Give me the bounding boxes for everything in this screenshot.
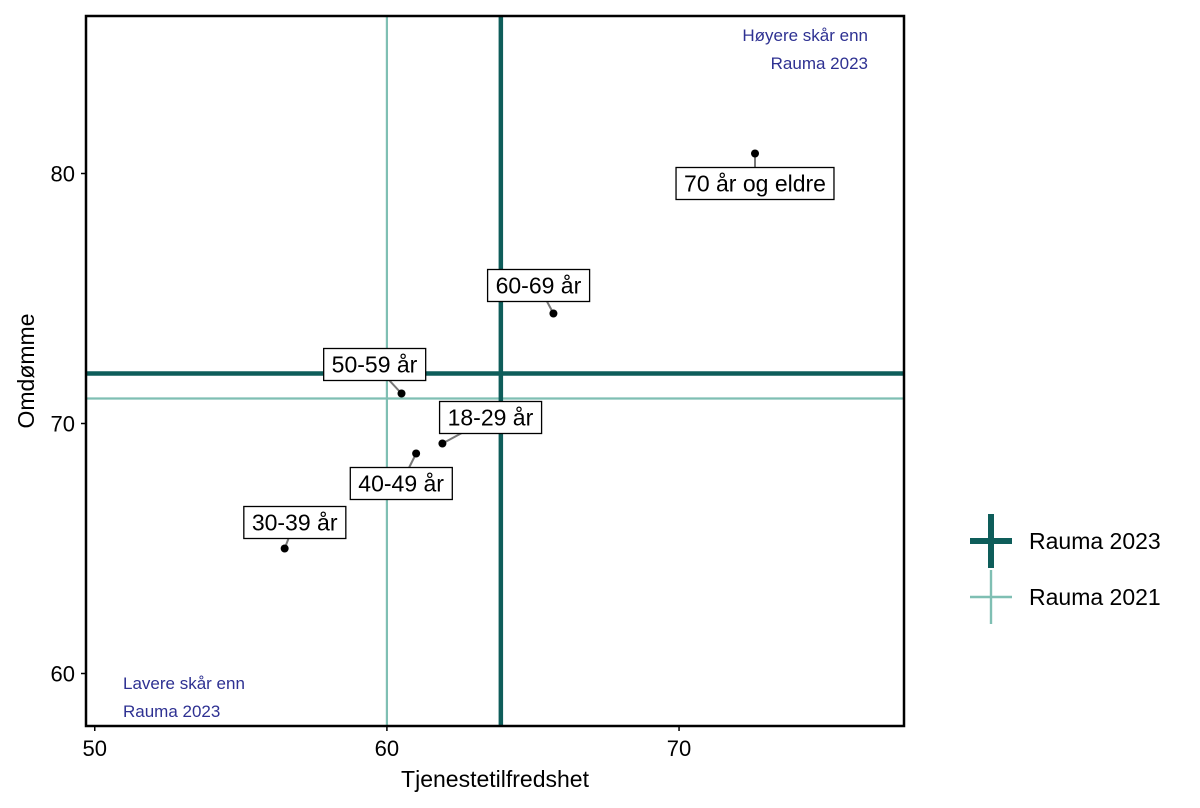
lower-left-annotation: Lavere skår enn: [123, 674, 245, 693]
legend-label: Rauma 2021: [1029, 584, 1161, 610]
y-axis-ticks: 60 70 80: [51, 162, 86, 687]
point-label: 50-59 år: [323, 347, 427, 382]
legend: Rauma 2023 Rauma 2021: [970, 514, 1161, 624]
plot-frame: [84, 14, 906, 728]
upper-right-annotation: Rauma 2023: [771, 54, 868, 73]
upper-right-annotation: Høyere skår enn: [742, 26, 868, 45]
data-point: [438, 439, 447, 448]
legend-item: Rauma 2023: [970, 514, 1161, 568]
label-box: [486, 268, 591, 303]
point-labels: 70 år og eldre 60-69 år 50-59 år 18-29 år 40…: [243, 166, 835, 540]
label-text: 70 år og eldre: [684, 171, 826, 197]
corner-annotations: Høyere skår enn Rauma 2023 Lavere skår enn…: [123, 26, 868, 721]
data-point: [751, 149, 760, 158]
legend-item: Rauma 2021: [970, 570, 1161, 624]
x-tick-label: 70: [667, 736, 691, 761]
point-label: 30-39 år: [243, 505, 347, 540]
point-label: 18-29 år: [438, 400, 543, 435]
reference-lines: [86, 16, 904, 726]
label-text: 40-49 år: [358, 471, 444, 497]
data-points: [280, 149, 760, 553]
label-text: 60-69 år: [496, 273, 582, 299]
y-tick-label: 80: [51, 162, 75, 187]
point-label: 60-69 år: [486, 268, 591, 303]
data-point: [549, 309, 558, 318]
x-tick-label: 60: [375, 736, 399, 761]
point-label: 70 år og eldre: [675, 166, 835, 201]
label-box: [323, 347, 427, 382]
y-tick-label: 70: [51, 412, 75, 437]
data-point: [280, 544, 289, 553]
lower-left-annotation: Rauma 2023: [123, 702, 220, 721]
label-box: [349, 466, 453, 501]
legend-label: Rauma 2023: [1029, 528, 1161, 554]
point-label: 40-49 år: [349, 466, 453, 501]
label-text: 50-59 år: [332, 352, 418, 378]
label-text: 30-39 år: [252, 510, 338, 536]
data-point: [412, 449, 421, 458]
x-axis-title: Tjenestetilfredshet: [401, 766, 590, 792]
x-tick-label: 50: [83, 736, 107, 761]
y-tick-label: 60: [51, 662, 75, 687]
y-axis-title: Omdømme: [13, 314, 39, 429]
label-text: 18-29 år: [448, 405, 534, 431]
x-axis-ticks: 50 60 70: [83, 726, 691, 761]
label-box: [675, 166, 835, 201]
label-box: [243, 505, 347, 540]
data-point: [397, 389, 406, 398]
label-box: [438, 400, 543, 435]
